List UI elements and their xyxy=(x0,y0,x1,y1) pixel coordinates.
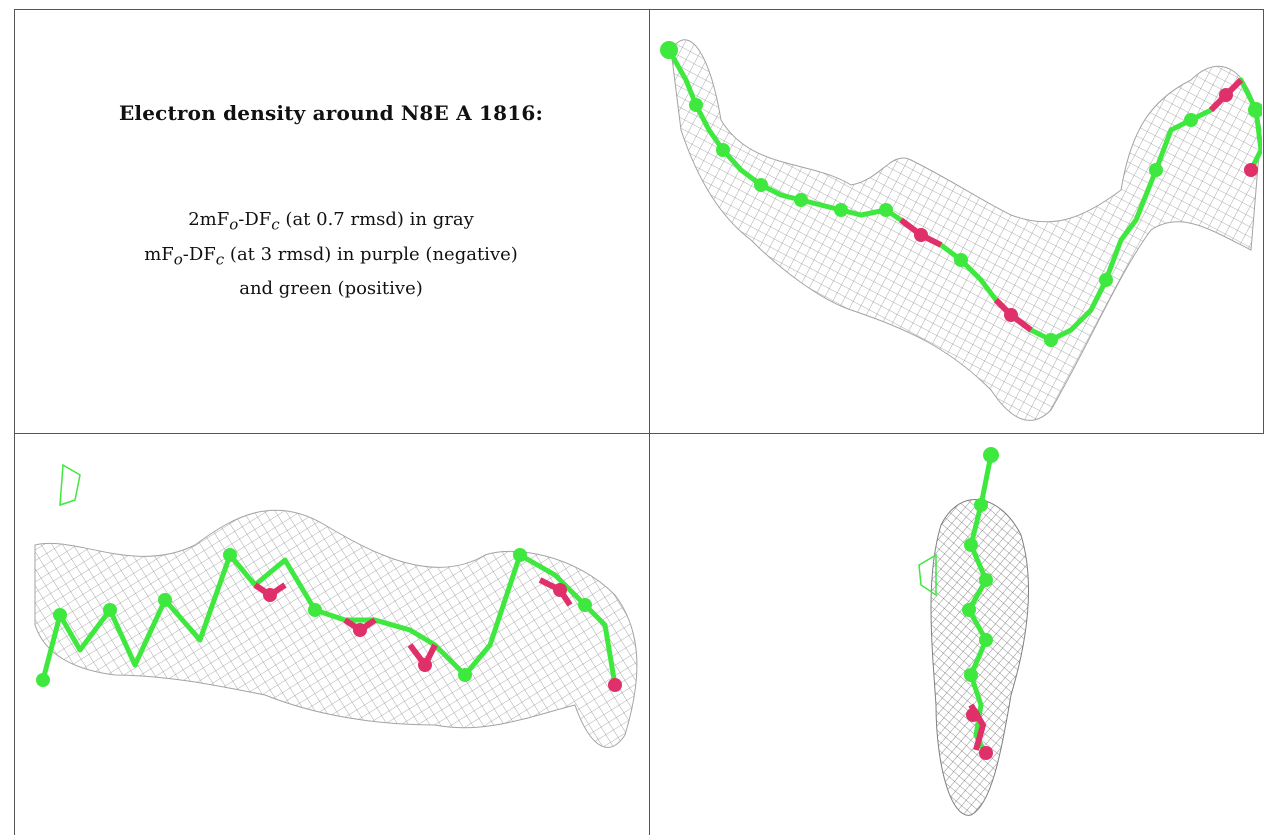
density-mesh xyxy=(34,509,638,748)
atom-spheres xyxy=(660,41,1262,347)
table-middle-border xyxy=(14,433,1264,434)
atom-spheres xyxy=(962,447,999,682)
legend-line-gray: 2mFo-DFc (at 0.7 rmsd) in gray xyxy=(188,209,474,234)
table-center-border xyxy=(649,9,650,835)
oxygen-atoms xyxy=(263,583,622,692)
density-fragment xyxy=(918,553,937,597)
caption-legend: 2mFo-DFc (at 0.7 rmsd) in gray mFo-DFc (… xyxy=(14,205,648,304)
density-image-bottom-left xyxy=(34,463,638,748)
density-image-bottom-right xyxy=(918,447,1029,816)
density-image-top-right xyxy=(660,39,1262,421)
atom-spheres xyxy=(36,548,592,687)
figure-table: Electron density around N8E A 1816: 2mFo… xyxy=(14,9,1264,835)
view-top-right xyxy=(651,10,1262,432)
legend-line-positive: and green (positive) xyxy=(239,278,423,300)
view-bottom-right xyxy=(651,435,1262,835)
density-fragment xyxy=(59,463,81,507)
caption-cell: Electron density around N8E A 1816: 2mFo… xyxy=(14,9,648,433)
density-mesh xyxy=(670,39,1262,421)
legend-line-difference: mFo-DFc (at 3 rmsd) in purple (negative) xyxy=(144,243,518,269)
caption-title: Electron density around N8E A 1816: xyxy=(118,101,544,125)
table-top-border xyxy=(14,9,1264,10)
table-left-border xyxy=(14,9,15,835)
oxygen-atoms xyxy=(966,708,993,760)
molecule-chain xyxy=(40,552,618,686)
oxygen-atoms xyxy=(914,88,1258,322)
table-right-border xyxy=(1263,9,1264,433)
view-bottom-left xyxy=(15,435,648,835)
